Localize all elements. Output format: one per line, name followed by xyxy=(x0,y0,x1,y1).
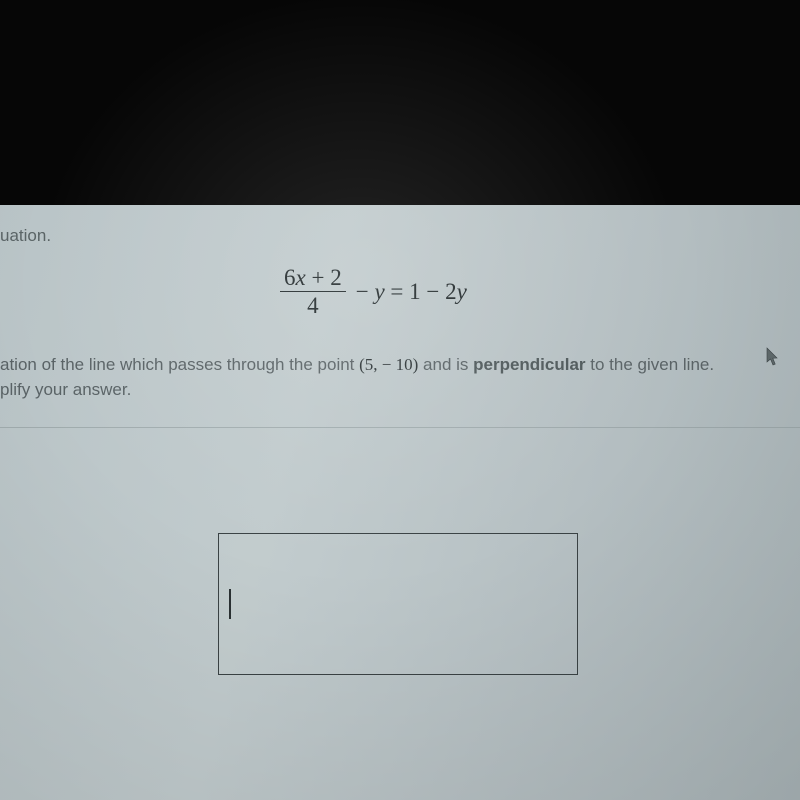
p1-perp: perpendicular xyxy=(473,355,585,374)
answer-input[interactable] xyxy=(218,533,578,675)
p1-point-minus: − xyxy=(382,355,392,374)
cursor-path xyxy=(767,348,777,365)
screenshot-root: uation. 6x + 2 4 − y = 1 − 2y ation of t… xyxy=(0,0,800,800)
eq-equals: = 1 − 2 xyxy=(385,279,457,304)
equation-denominator: 4 xyxy=(307,292,319,318)
equation: 6x + 2 4 − y = 1 − 2y xyxy=(280,265,467,319)
content-area: uation. 6x + 2 4 − y = 1 − 2y ation of t… xyxy=(0,205,800,800)
fragment-text-uation: uation. xyxy=(0,226,51,246)
p1-prefix: ation of the line which passes through t… xyxy=(0,355,359,374)
top-black-band xyxy=(0,0,800,205)
mouse-cursor-icon xyxy=(766,347,780,367)
p1-point-open: (5, xyxy=(359,355,382,374)
p1-point-rest: 10) xyxy=(391,355,418,374)
equation-fraction: 6x + 2 4 xyxy=(280,265,346,319)
num-plus2: + 2 xyxy=(306,265,342,290)
num-x: x xyxy=(296,265,306,290)
prompt-line-2: plify your answer. xyxy=(0,378,714,403)
p1-mid: and is xyxy=(418,355,473,374)
eq-y2: y xyxy=(457,279,467,304)
eq-y1: y xyxy=(374,279,384,304)
equation-numerator: 6x + 2 xyxy=(280,265,346,292)
prompt-line-1: ation of the line which passes through t… xyxy=(0,353,714,378)
eq-minus: − xyxy=(356,279,375,304)
text-caret xyxy=(229,589,231,619)
equation-rest: − y = 1 − 2y xyxy=(356,280,467,303)
prompt-text: ation of the line which passes through t… xyxy=(0,353,714,402)
num-6: 6 xyxy=(284,265,296,290)
horizontal-divider xyxy=(0,427,800,428)
p1-suffix: to the given line. xyxy=(586,355,715,374)
